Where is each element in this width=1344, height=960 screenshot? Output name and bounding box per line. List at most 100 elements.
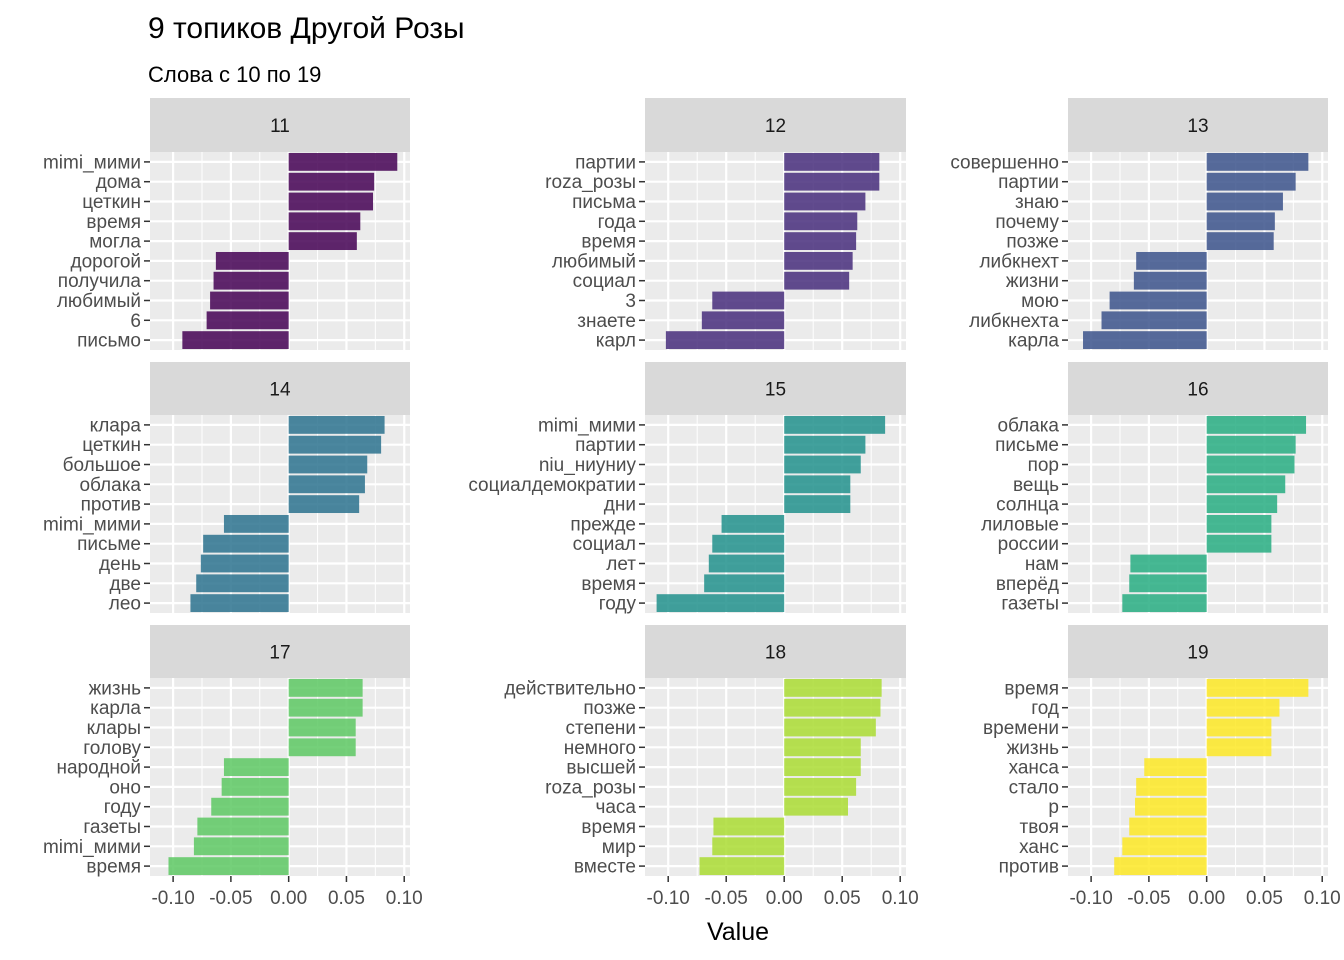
category-label: твоя (1020, 817, 1059, 838)
bar (1136, 251, 1207, 270)
category-label: стало (1009, 777, 1059, 798)
chart-subtitle: Слова с 10 по 19 (148, 62, 321, 87)
facet-strip (1068, 362, 1328, 415)
facet-strip (1068, 98, 1328, 152)
category-label: году (599, 594, 637, 615)
category-label: либкнехт (979, 251, 1059, 272)
facet-panel-15: 15 mimi_мимипартииniu_ниуниусоциалдемокра… (468, 362, 906, 615)
bar (1206, 534, 1272, 553)
bar (221, 777, 289, 796)
bar (784, 678, 882, 697)
category-label: любимый (552, 251, 636, 272)
category-label: день (99, 554, 141, 575)
category-label: niu_ниуниу (539, 455, 637, 476)
facet-strip-label: 11 (270, 116, 290, 137)
bar (288, 192, 374, 211)
bar (288, 435, 382, 454)
bar (1083, 331, 1207, 350)
category-label: любимый (57, 291, 141, 312)
category-label: roza_розы (545, 172, 636, 193)
bar (288, 738, 356, 757)
category-label: дома (96, 172, 142, 193)
bar (288, 718, 356, 737)
facet-panel-12: 12 партииroza_розыписьмагодавремялюбимыйс… (545, 98, 906, 352)
x-tick-label: -0.10 (151, 888, 194, 909)
category-label: часа (595, 797, 636, 818)
category-label: партии (575, 152, 636, 173)
bar (713, 817, 785, 836)
bar (1133, 271, 1207, 290)
category-label: оно (109, 777, 141, 798)
category-label: нам (1025, 554, 1059, 575)
x-tick-label: 0.10 (386, 888, 423, 909)
category-label: лео (109, 594, 141, 615)
bar (784, 415, 886, 434)
x-axis-title: Value (707, 918, 769, 946)
bar (784, 251, 853, 270)
bar (784, 777, 857, 796)
bar (784, 232, 857, 251)
bar (288, 152, 398, 171)
bar (784, 758, 861, 777)
category-label: года (598, 212, 637, 233)
bar (223, 758, 289, 777)
bar (168, 857, 289, 876)
bar (1129, 817, 1207, 836)
bar (1101, 311, 1207, 330)
bar (211, 797, 289, 816)
bar (200, 554, 289, 573)
facet-strip-label: 16 (1187, 380, 1208, 401)
bar (784, 212, 858, 231)
category-label: р (1048, 797, 1059, 818)
bar (1206, 192, 1283, 211)
category-label: год (1031, 698, 1059, 719)
category-label: жизнь (1007, 738, 1060, 759)
facet-panel-18: 18 действительнопозжестепенинемноговысшей… (504, 625, 919, 909)
category-label: времени (983, 718, 1059, 739)
category-label: лиловые (981, 514, 1059, 535)
x-tick-label: 0.05 (824, 888, 861, 909)
bar (190, 594, 289, 613)
bar (699, 857, 785, 876)
category-label: россии (998, 534, 1059, 555)
category-label: цеткин (82, 192, 141, 213)
category-label: знаю (1015, 192, 1059, 213)
bar (1206, 738, 1272, 757)
facet-strip-label: 13 (1187, 116, 1208, 137)
category-label: время (581, 232, 636, 253)
category-label: социал (573, 534, 636, 555)
bar (1206, 678, 1309, 697)
category-label: лет (606, 554, 636, 575)
bar (1206, 718, 1272, 737)
category-label: две (109, 574, 141, 595)
x-tick-label: -0.05 (1127, 888, 1170, 909)
category-label: газеты (1001, 594, 1059, 615)
bar (1136, 777, 1207, 796)
category-label: газеты (83, 817, 141, 838)
facet-strip-label: 18 (765, 643, 786, 664)
bar (1206, 435, 1296, 454)
bar (288, 475, 365, 494)
category-label: 6 (130, 311, 141, 332)
bar (784, 435, 866, 454)
bar (215, 251, 289, 270)
facet-panel-19: 19 времягодвременижизньхансасталортвояхан… (983, 625, 1341, 909)
facet-strip-label: 17 (269, 643, 290, 664)
bar (288, 212, 361, 231)
category-label: действительно (504, 678, 636, 699)
category-label: mimi_мими (538, 415, 636, 436)
category-label: социал (573, 271, 636, 292)
category-label: получила (58, 271, 142, 292)
bar (784, 455, 861, 474)
category-label: время (581, 574, 636, 595)
category-label: против (999, 857, 1059, 878)
bar (288, 698, 363, 717)
bar (784, 152, 880, 171)
bar (784, 172, 880, 191)
category-label: большое (63, 455, 141, 476)
category-label: немного (564, 738, 636, 759)
bar (784, 797, 848, 816)
bar (288, 232, 357, 251)
category-label: позже (1006, 232, 1059, 253)
category-label: высшей (566, 758, 636, 779)
